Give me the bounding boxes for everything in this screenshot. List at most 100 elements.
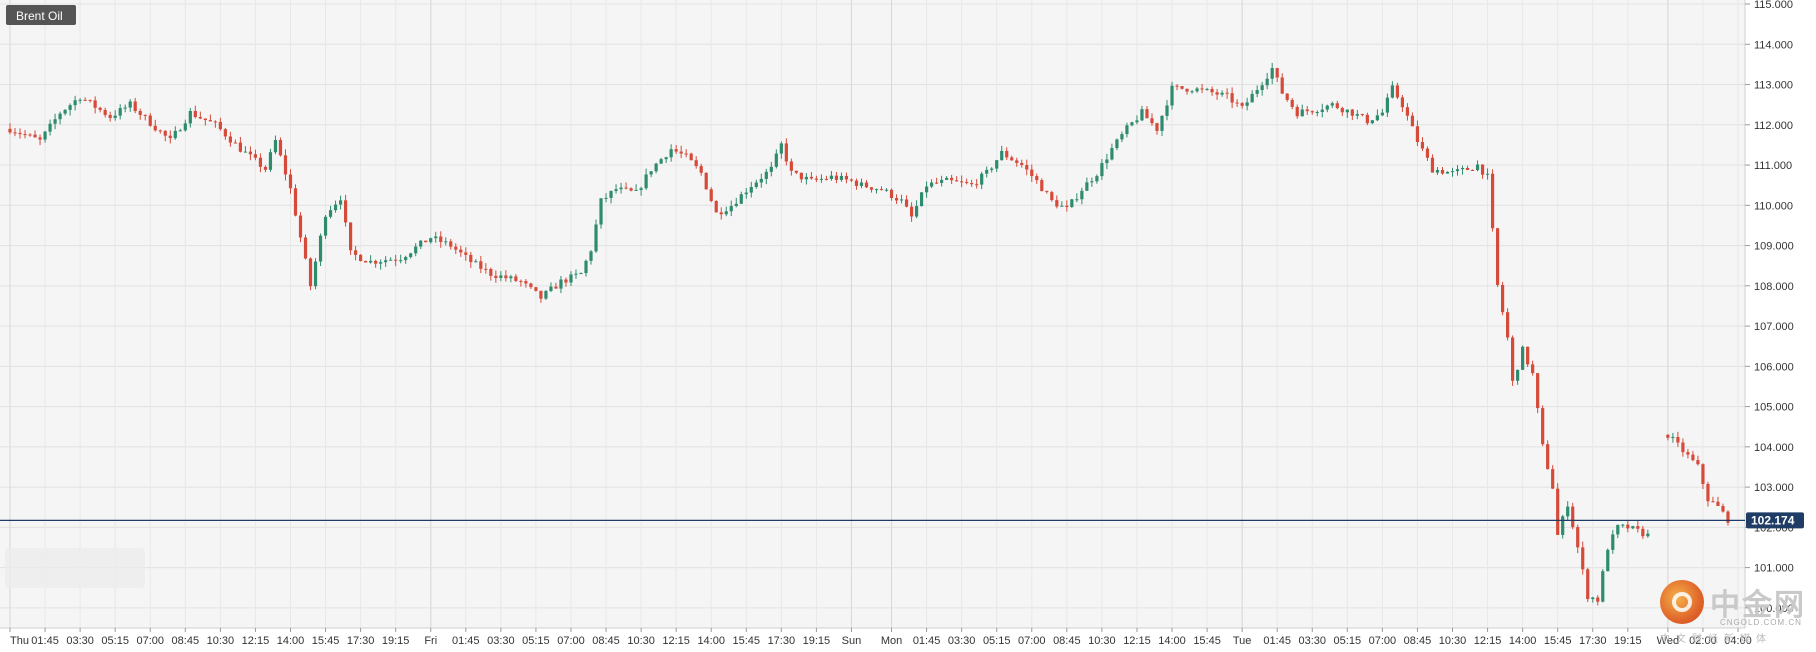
candle <box>88 99 92 103</box>
candle <box>559 275 563 294</box>
candle-body <box>1541 408 1545 445</box>
candle-body <box>479 261 483 269</box>
candle-body <box>464 252 468 255</box>
candle-body <box>318 235 323 262</box>
candle <box>699 163 703 176</box>
candle <box>1606 548 1610 572</box>
candle <box>193 105 197 119</box>
candle-body <box>749 186 753 193</box>
candle <box>354 245 358 261</box>
candle <box>684 149 688 158</box>
candle-body <box>1205 88 1209 90</box>
candle-body <box>1671 436 1675 438</box>
candle <box>1290 98 1294 110</box>
candle-body <box>323 216 328 236</box>
y-tick-label: 106.000 <box>1754 361 1794 373</box>
candle <box>1090 177 1094 187</box>
x-tick-label: 15:45 <box>733 635 761 647</box>
candle <box>198 111 202 120</box>
candle-body <box>1150 118 1154 124</box>
candle <box>1726 510 1730 526</box>
candle <box>1405 103 1410 121</box>
candle <box>935 177 939 185</box>
candle <box>1345 109 1349 118</box>
candle <box>1355 109 1359 120</box>
candle-body <box>1145 109 1149 119</box>
candle <box>1275 67 1279 83</box>
candle-body <box>904 199 909 207</box>
candle <box>404 255 408 264</box>
candle <box>1325 104 1329 113</box>
candle-body <box>884 189 889 191</box>
candle-body <box>504 275 508 279</box>
candle <box>554 282 558 289</box>
candle <box>338 195 343 210</box>
candle <box>1591 596 1595 603</box>
candle-body <box>133 101 137 111</box>
candle-body <box>719 212 723 215</box>
candle <box>1636 521 1640 533</box>
candle-body <box>1250 93 1254 103</box>
candle-body <box>404 257 408 261</box>
candle <box>394 254 398 267</box>
candle <box>113 110 117 121</box>
candle-body <box>1636 526 1640 529</box>
candle <box>1601 569 1605 603</box>
candle <box>1541 405 1545 447</box>
candle-body <box>258 157 263 167</box>
candle-body <box>1721 505 1725 512</box>
candle <box>1280 73 1284 95</box>
y-tick-label: 109.000 <box>1754 241 1794 253</box>
candle <box>854 178 859 190</box>
candle <box>930 179 934 189</box>
candle <box>1210 86 1214 96</box>
candle-body <box>950 177 954 181</box>
candle <box>654 162 658 174</box>
candle-body <box>1275 68 1279 78</box>
candle-body <box>1516 369 1520 381</box>
current-price-tag <box>1746 512 1804 529</box>
x-axis-panel <box>0 628 1816 652</box>
candle <box>1225 88 1229 99</box>
candle-body <box>564 279 568 283</box>
candle-body <box>73 100 77 106</box>
watermark-logo-icon <box>1660 580 1704 624</box>
candle-body <box>1706 483 1710 502</box>
candle <box>228 131 232 147</box>
candle-body <box>1040 180 1044 192</box>
candle-body <box>594 224 598 252</box>
candle <box>1165 99 1169 121</box>
candle-body <box>1330 103 1334 106</box>
candle-body <box>1135 120 1139 123</box>
watermark: 中金网 CNGOLD.COM.CN 中文财经新媒体 <box>1660 580 1810 645</box>
candle-body <box>439 236 443 242</box>
candle-body <box>1175 85 1179 87</box>
candle-body <box>1340 108 1344 113</box>
candle-body <box>869 187 874 190</box>
candle-body <box>1606 549 1610 572</box>
x-tick-label: 17:30 <box>1579 635 1607 647</box>
candle <box>1370 120 1374 125</box>
candle <box>829 170 834 181</box>
candle <box>318 233 323 267</box>
candle-body <box>854 180 859 186</box>
candle <box>43 130 47 143</box>
candle <box>1711 496 1715 503</box>
candle-body <box>1025 165 1029 170</box>
candle-body <box>434 236 438 239</box>
x-tick-label: 08:45 <box>1404 635 1432 647</box>
watermark-subtitle: 中文财经新媒体 <box>1660 634 1772 645</box>
x-tick-label: 14:00 <box>277 635 305 647</box>
candle-body <box>1701 464 1705 484</box>
candle-body <box>729 206 733 212</box>
candle-body <box>930 182 934 187</box>
candle <box>103 107 107 118</box>
x-tick-label: 07:00 <box>1369 635 1397 647</box>
candle <box>1175 84 1179 91</box>
candle <box>704 172 708 190</box>
x-tick-label: 12:15 <box>1123 635 1151 647</box>
candle-body <box>328 210 333 217</box>
x-tick-label: 15:45 <box>1193 635 1221 647</box>
candle <box>884 188 889 192</box>
candle-body <box>1511 337 1515 381</box>
